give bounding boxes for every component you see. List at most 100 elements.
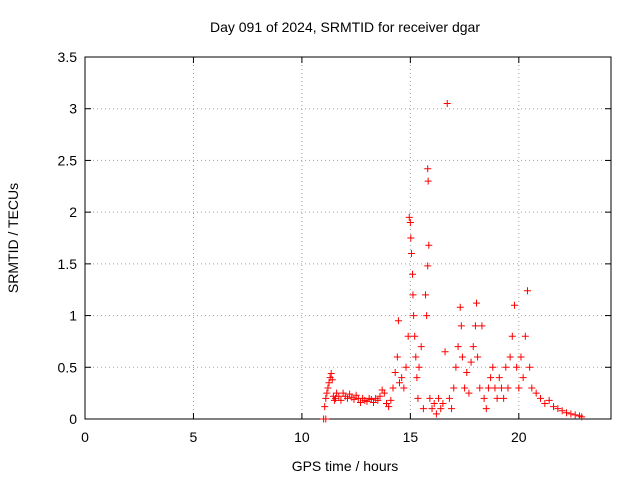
data-point — [448, 405, 456, 413]
data-point — [417, 343, 425, 351]
data-point — [450, 384, 458, 392]
data-point — [380, 389, 388, 397]
data-point — [412, 353, 420, 361]
data-point — [328, 376, 336, 384]
x-tick-label: 0 — [81, 429, 89, 445]
data-point — [545, 396, 553, 404]
data-point — [402, 363, 410, 371]
y-tick-label: 3 — [69, 101, 77, 117]
data-point — [461, 384, 469, 392]
x-axis-label: GPS time / hours — [292, 458, 399, 474]
data-point — [441, 348, 449, 356]
data-point — [405, 213, 413, 221]
x-tick-label: 10 — [294, 429, 310, 445]
data-point — [489, 363, 497, 371]
data-point — [578, 413, 586, 421]
data-point — [356, 398, 364, 406]
data-point — [469, 343, 477, 351]
data-point — [526, 363, 534, 371]
data-point — [517, 353, 525, 361]
data-point — [471, 322, 479, 330]
data-point — [476, 384, 484, 392]
data-point — [398, 374, 406, 382]
data-point — [465, 389, 473, 397]
data-point — [454, 343, 462, 351]
data-point — [443, 100, 451, 108]
y-axis-label: SRMTID / TECUs — [5, 183, 21, 293]
data-point — [411, 332, 419, 340]
data-point — [350, 395, 358, 403]
data-point — [410, 312, 418, 320]
data-point — [528, 384, 536, 392]
data-points-layer — [320, 100, 586, 423]
data-point — [424, 262, 432, 270]
data-point — [563, 409, 571, 417]
data-point — [523, 287, 531, 295]
data-point — [387, 396, 395, 404]
data-point — [495, 374, 503, 382]
data-point — [374, 396, 382, 404]
data-point — [322, 394, 330, 402]
data-point — [337, 396, 345, 404]
data-point — [327, 369, 335, 377]
data-point — [452, 363, 460, 371]
data-point — [369, 398, 377, 406]
data-point — [554, 405, 562, 413]
data-point — [432, 410, 440, 418]
data-point — [491, 384, 499, 392]
data-point — [532, 389, 540, 397]
data-point — [335, 392, 343, 400]
x-tick-label: 15 — [403, 429, 419, 445]
x-tick-label: 20 — [511, 429, 527, 445]
data-point — [493, 394, 501, 402]
plot-frame — [84, 56, 612, 420]
data-point — [415, 363, 423, 371]
y-tick-label: 1.5 — [58, 256, 78, 272]
chart-title: Day 091 of 2024, SRMTID for receiver dga… — [210, 19, 480, 35]
data-point — [504, 384, 512, 392]
data-point — [482, 405, 490, 413]
data-point — [409, 270, 417, 278]
data-point — [393, 353, 401, 361]
data-point — [510, 301, 518, 309]
x-tick-label: 5 — [190, 429, 198, 445]
data-point — [407, 234, 415, 242]
data-point — [426, 394, 434, 402]
data-point — [407, 250, 415, 258]
data-point — [467, 358, 475, 366]
data-point — [413, 374, 421, 382]
data-point — [478, 322, 486, 330]
data-point — [324, 384, 332, 392]
data-point — [567, 410, 575, 418]
data-point — [515, 384, 523, 392]
data-point — [419, 405, 427, 413]
data-point — [474, 353, 482, 361]
data-point — [484, 384, 492, 392]
data-point — [519, 374, 527, 382]
data-point — [502, 363, 510, 371]
data-point — [385, 403, 393, 411]
data-point — [400, 384, 408, 392]
data-point — [487, 374, 495, 382]
data-point — [480, 394, 488, 402]
y-tick-label: 0.5 — [58, 359, 78, 375]
data-point — [430, 399, 438, 407]
data-point — [406, 218, 414, 226]
data-point — [558, 407, 566, 415]
data-point — [391, 368, 399, 376]
data-point — [508, 332, 516, 340]
data-point — [445, 394, 453, 402]
data-point — [437, 405, 445, 413]
data-point — [541, 399, 549, 407]
data-point — [458, 353, 466, 361]
data-point — [473, 299, 481, 307]
data-point — [404, 332, 412, 340]
data-point — [325, 379, 333, 387]
data-point — [457, 322, 465, 330]
data-point — [428, 405, 436, 413]
data-point — [376, 392, 384, 400]
data-point — [423, 312, 431, 320]
data-point — [571, 411, 579, 419]
data-point — [463, 368, 471, 376]
